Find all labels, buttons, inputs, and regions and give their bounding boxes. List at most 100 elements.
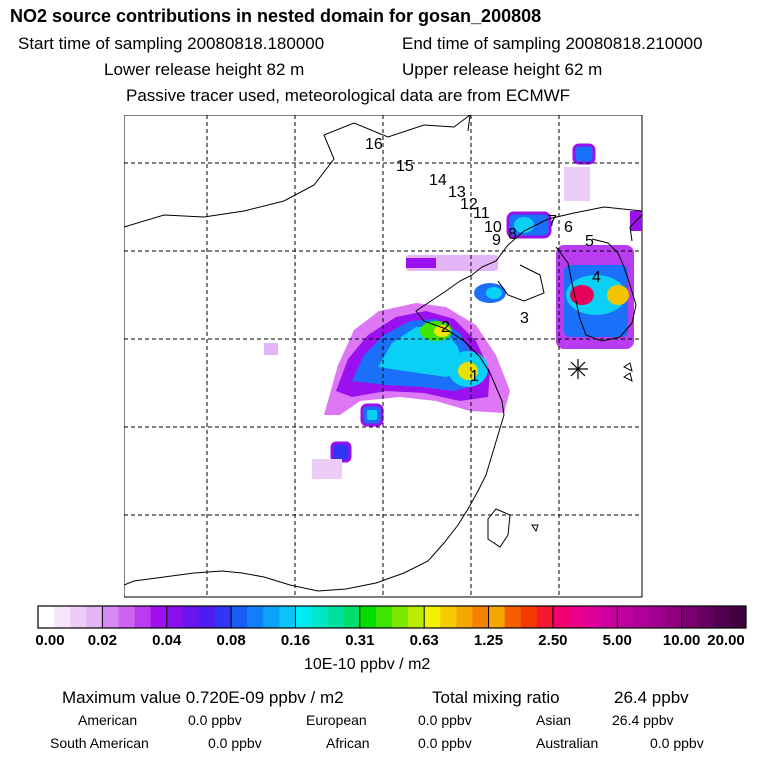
- colorbar-swatch: [456, 606, 473, 628]
- track-label-13: 13: [448, 184, 466, 201]
- colorbar-tick-label: 0.16: [280, 632, 311, 649]
- track-label-3: 3: [520, 310, 529, 327]
- track-label-12: 12: [460, 196, 478, 213]
- colorbar-unit: 10E-10 ppbv / m2: [304, 656, 431, 673]
- colorbar-swatch: [247, 606, 264, 628]
- plume-east-coast-core: [486, 287, 502, 299]
- track-label-6: 6: [564, 219, 573, 236]
- max-value: Maximum value 0.720E-09 ppbv / m2: [62, 688, 344, 707]
- track-label-5: 5: [585, 233, 594, 250]
- grid-lines: [124, 115, 642, 597]
- plume-korea-cyan: [566, 275, 626, 315]
- colorbar-tick-label: 0.00: [35, 632, 65, 649]
- colorbar-swatch: [504, 606, 522, 628]
- colorbar-swatch: [102, 606, 119, 628]
- colorbar-swatch: [327, 606, 345, 628]
- colorbar-swatch: [633, 606, 650, 628]
- colorbar-swatch: [134, 606, 152, 628]
- colorbar-swatch: [729, 606, 747, 628]
- plume-faint-south: [312, 459, 342, 479]
- plume-belt-core: [406, 258, 436, 268]
- colorbar-swatch: [681, 606, 699, 628]
- colorbar-swatch: [440, 606, 457, 628]
- receptor-marker: [568, 359, 588, 379]
- colorbar-tick-label: 20.00: [707, 632, 745, 649]
- region-african-name: African: [326, 735, 370, 751]
- region-asian-name: Asian: [536, 712, 572, 728]
- colorbar-swatch: [263, 606, 280, 628]
- colorbar-swatch: [424, 606, 441, 628]
- colorbar-swatch: [166, 606, 184, 628]
- region-american-value: 0.0 ppbv: [188, 712, 242, 728]
- colorbar-swatch: [649, 606, 667, 628]
- plume-east-faint: [564, 167, 590, 201]
- colorbar-swatch: [343, 606, 361, 628]
- plume-yellow-core: [434, 325, 450, 337]
- plume-east-patch: [572, 143, 596, 165]
- end-time: End time of sampling 20080818.210000: [402, 34, 703, 53]
- colorbar-tick-label: 0.04: [152, 632, 182, 649]
- region-south-american-name: South American: [50, 735, 149, 751]
- colorbar-frame: [37, 605, 747, 629]
- track-label-15: 15: [396, 158, 414, 175]
- track-label-8: 8: [508, 226, 517, 243]
- region-american-name: American: [78, 712, 138, 728]
- region-australian-value: 0.0 ppbv: [650, 735, 704, 751]
- colorbar-tick-label: 10.00: [662, 632, 701, 649]
- colorbar-swatch: [472, 606, 490, 628]
- track-label-2: 2: [441, 319, 450, 336]
- region-asian-value: 26.4 ppbv: [612, 712, 674, 728]
- region-south-american-value: 0.0 ppbv: [208, 735, 262, 751]
- tracer-note: Passive tracer used, meteorological data…: [126, 86, 571, 105]
- colorbar-swatch: [118, 606, 136, 628]
- colorbar-swatch: [38, 606, 55, 628]
- region-australian-name: Australian: [536, 735, 599, 751]
- colorbar-swatch: [295, 606, 313, 628]
- region-african-value: 0.0 ppbv: [418, 735, 472, 751]
- colorbar-swatch: [617, 606, 634, 628]
- source-contribution-map: 16 15 14 13 12 11 10 9 8 7 6 5 4 3 2 1: [124, 115, 643, 598]
- total-mixing-label: Total mixing ratio: [432, 688, 560, 707]
- start-time: Start time of sampling 20080818.180000: [18, 34, 325, 53]
- colorbar-swatch: [375, 606, 393, 628]
- plume-southwest-core: [367, 410, 377, 420]
- plume-yellow-south: [458, 362, 478, 380]
- plume-korea-yellow: [607, 285, 629, 305]
- colorbar-swatch: [569, 606, 586, 628]
- track-label-11: 11: [473, 205, 490, 222]
- colorbar-swatch: [279, 606, 296, 628]
- colorbar: [37, 605, 747, 629]
- lower-release-height: Lower release height 82 m: [104, 60, 305, 79]
- colorbar-swatch: [488, 606, 506, 628]
- colorbar-swatch: [86, 606, 103, 628]
- region-european-name: European: [306, 712, 367, 728]
- colorbar-tick-label: 0.02: [87, 632, 117, 649]
- plume-faint-west: [264, 343, 278, 355]
- track-label-7: 7: [548, 213, 557, 230]
- colorbar-swatch: [311, 606, 329, 628]
- track-label-4: 4: [592, 269, 601, 286]
- colorbar-swatch: [198, 606, 216, 628]
- colorbar-tick-label: 0.31: [345, 632, 375, 649]
- colorbar-swatch: [408, 606, 425, 628]
- track-label-10: 10: [484, 219, 502, 236]
- colorbar-swatch: [231, 606, 248, 628]
- colorbar-swatch: [585, 606, 602, 628]
- colorbar-swatch: [713, 606, 731, 628]
- plume-east-edge: [630, 211, 642, 231]
- plume-fields: [264, 143, 642, 479]
- colorbar-swatch: [359, 606, 377, 628]
- region-european-value: 0.0 ppbv: [418, 712, 472, 728]
- colorbar-tick-label: 1.25: [473, 632, 504, 649]
- colorbar-swatch: [601, 606, 618, 628]
- track-label-16: 16: [365, 136, 383, 153]
- colorbar-swatch: [697, 606, 715, 628]
- total-mixing-value: 26.4 ppbv: [614, 688, 689, 707]
- colorbar-swatch: [520, 606, 538, 628]
- upper-release-height: Upper release height 62 m: [402, 60, 603, 79]
- colorbar-swatch: [150, 606, 168, 628]
- colorbar-tick-label: 0.63: [409, 632, 439, 649]
- colorbar-tick-label: 5.00: [602, 632, 632, 649]
- colorbar-swatch: [552, 606, 570, 628]
- colorbar-tick-label: 0.08: [216, 632, 246, 649]
